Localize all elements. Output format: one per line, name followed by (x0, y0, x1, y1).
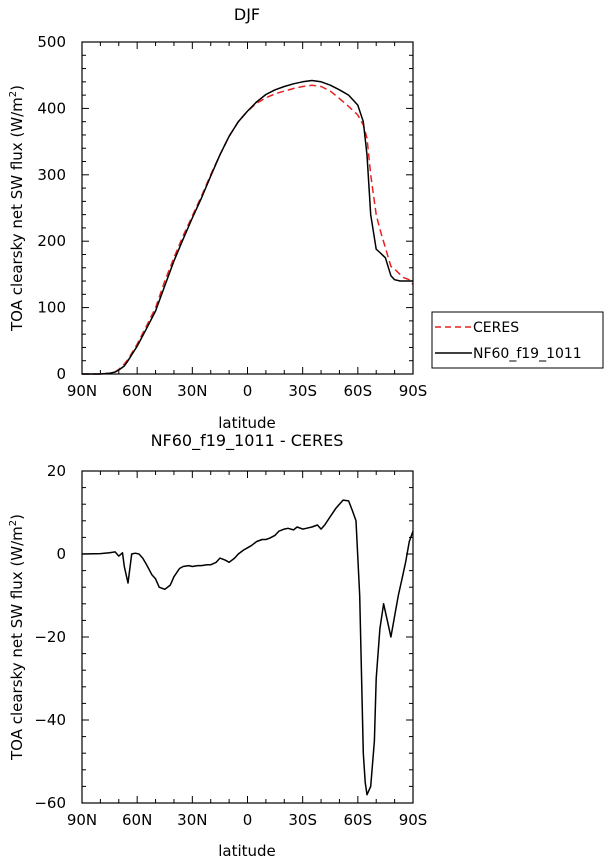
y-tick-label: −20 (34, 628, 66, 646)
x-tick-label: 90S (399, 811, 428, 829)
x-tick-label: 30S (288, 382, 317, 400)
bottom-chart-panel: NF60_f19_1011 - CERES latitude TOA clear… (8, 431, 427, 860)
y-tick-label: −40 (34, 711, 66, 729)
x-tick-label: 90N (67, 811, 97, 829)
difference-series-line (81, 499, 414, 796)
x-tick-label: 30N (177, 382, 207, 400)
x-tick-label: 0 (243, 811, 253, 829)
y-tick-label: 100 (37, 299, 66, 317)
x-tick-label: 30S (288, 811, 317, 829)
top-chart-plot-frame (81, 41, 414, 375)
y-tick-label: 200 (37, 232, 66, 250)
x-tick-label: 60N (122, 811, 152, 829)
legend-box (431, 311, 604, 369)
y-tick-label: 300 (37, 166, 66, 184)
x-tick-label: 30N (177, 811, 207, 829)
x-tick-label: 60N (122, 382, 152, 400)
x-tick-label: 90N (67, 382, 97, 400)
bottom-chart-ylabel: TOA clearsky net SW flux (W/m2) (8, 514, 26, 761)
top-chart-panel: DJF latitude TOA clearsky net SW flux (W… (8, 5, 604, 432)
legend-label-nf60: NF60_f19_1011 (473, 346, 582, 362)
y-tick-label: 20 (47, 462, 66, 480)
legend-label-ceres: CERES (473, 320, 519, 336)
y-tick-label: 0 (56, 545, 66, 563)
x-tick-label: 90S (399, 382, 428, 400)
y-tick-label: −60 (34, 794, 66, 812)
top-chart-xlabel: latitude (218, 414, 276, 432)
ceres-series-line (82, 84, 414, 375)
x-tick-label: 0 (243, 382, 253, 400)
x-tick-label: 60S (344, 811, 373, 829)
nf60-f19-1011-series-line (82, 79, 413, 375)
bottom-chart-title: NF60_f19_1011 - CERES (151, 431, 344, 451)
y-tick-label: 0 (56, 365, 66, 383)
top-chart-title: DJF (234, 5, 260, 24)
legend: CERES NF60_f19_1011 (431, 311, 604, 369)
bottom-chart-xlabel: latitude (218, 842, 276, 860)
y-tick-label: 400 (37, 99, 66, 117)
y-tick-label: 500 (37, 33, 66, 51)
bottom-chart-plot-frame (81, 470, 414, 804)
top-chart-ylabel: TOA clearsky net SW flux (W/m2) (8, 85, 26, 332)
x-tick-label: 60S (344, 382, 373, 400)
